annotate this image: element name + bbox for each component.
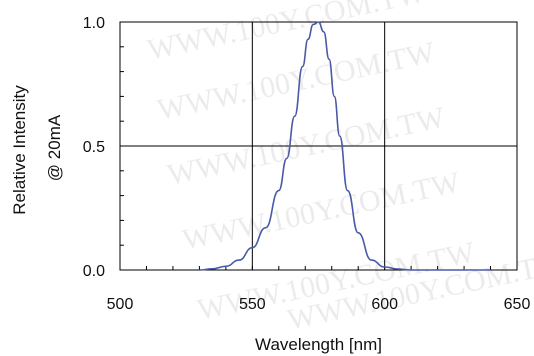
y-tick-label: 1.0 [83,15,105,32]
grid [120,22,517,270]
y-tick-labels: 0.0 0.5 1.0 [83,15,105,280]
y-axis-title-line-2: @ 20mA [45,114,64,181]
y-tick-label: 0.0 [83,263,105,280]
x-tick-label: 650 [504,296,531,313]
x-tick-labels: 500 550 600 650 [107,296,531,313]
x-axis-title: Wavelength [nm] [255,335,382,354]
y-tick-label: 0.5 [83,139,105,156]
y-axis-title-line-1: Relative Intensity [10,85,29,215]
x-tick-label: 550 [239,296,266,313]
watermark-layer: WWW.100Y.COM.TWWWW.100Y.COM.TWWWW.100Y.C… [145,0,534,337]
x-tick-label: 600 [371,296,398,313]
series-line [199,21,491,271]
x-tick-label: 500 [107,296,134,313]
